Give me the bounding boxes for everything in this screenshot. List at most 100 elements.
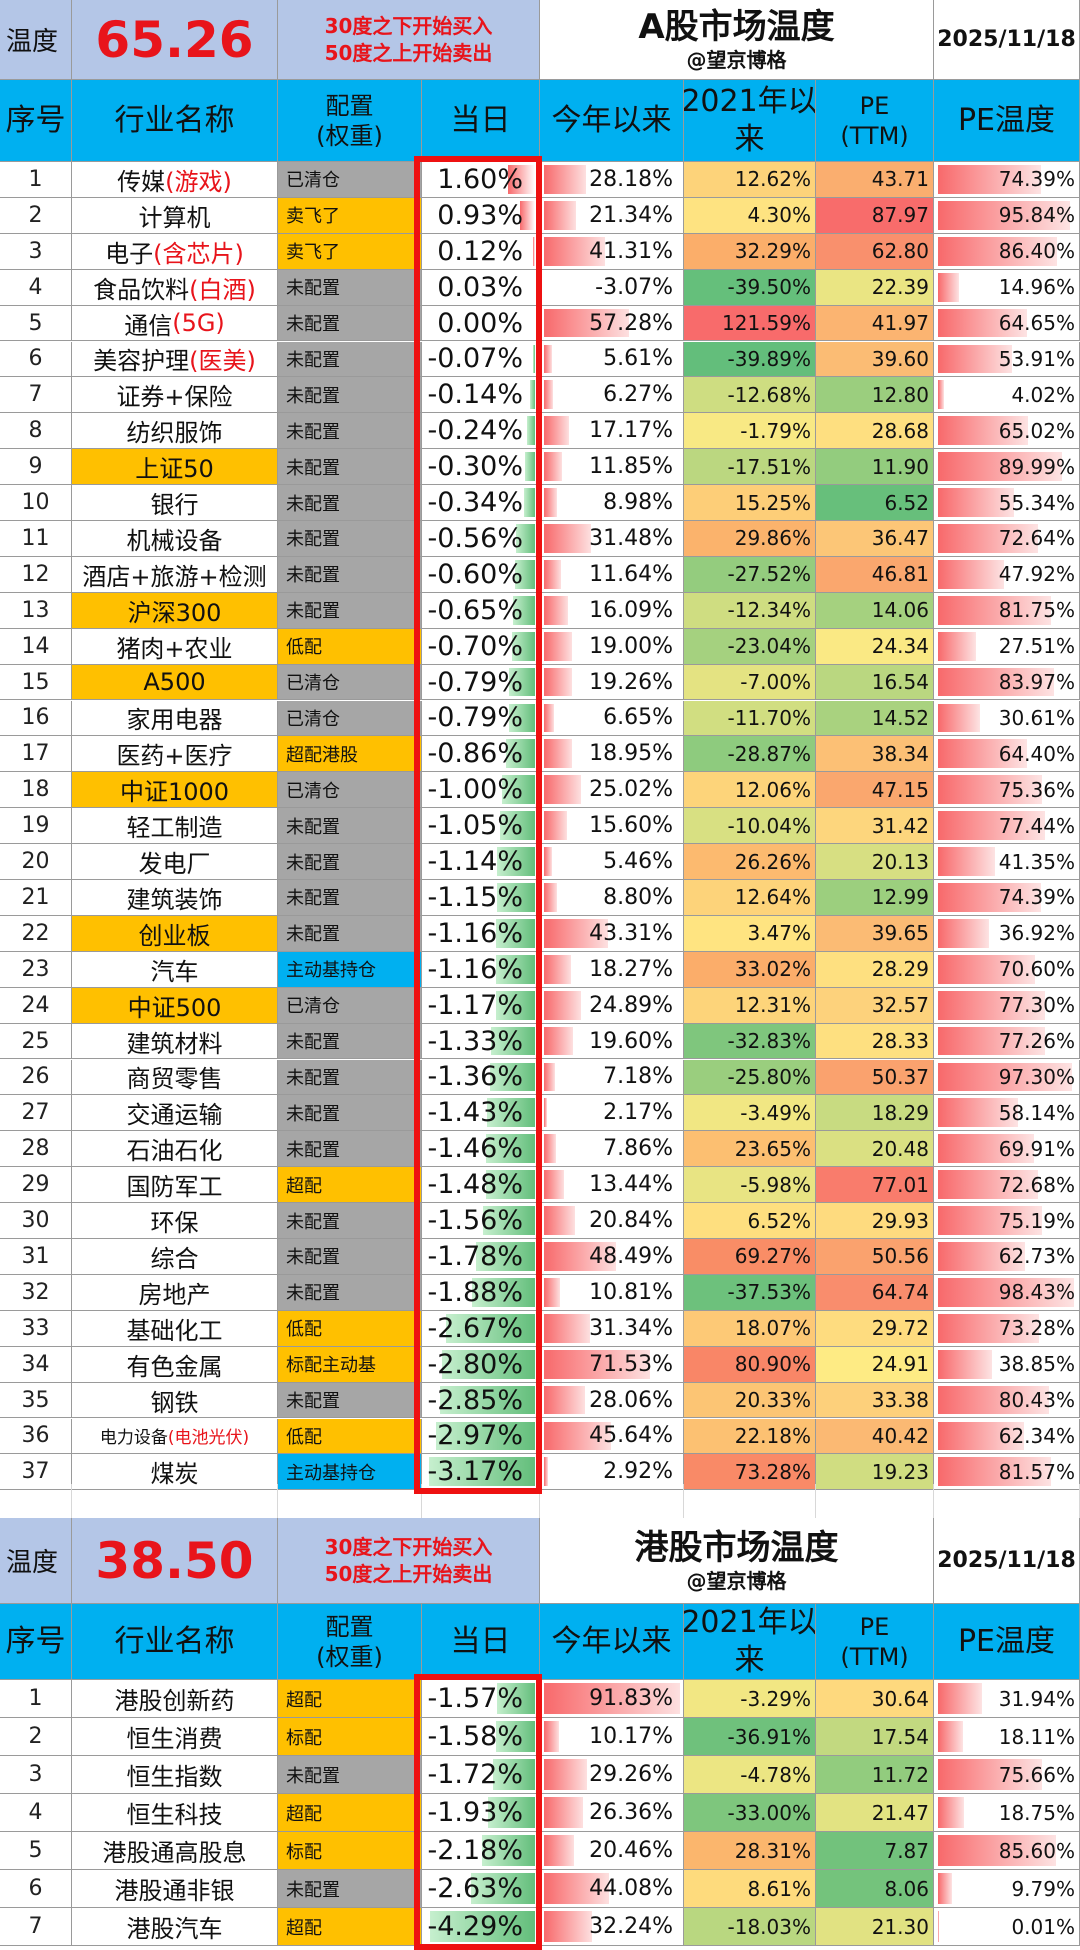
day-change-bar <box>496 990 535 1020</box>
title-text: A股市场温度 <box>638 7 835 48</box>
day-change-text: -0.30% <box>427 451 523 483</box>
industry-name-note: (5G) <box>172 309 225 338</box>
ytd-change: 17.17% <box>540 413 684 450</box>
row-index-text: 31 <box>21 1243 50 1269</box>
header-name: 行业名称 <box>72 1604 278 1680</box>
ytd-change: 24.89% <box>540 987 684 1024</box>
industry-name-text: 纺织服饰 <box>126 419 223 448</box>
day-change: -1.43% <box>422 1095 540 1132</box>
header-since2021: 2021年以来 <box>684 1604 816 1680</box>
pe-ttm-text: 87.97 <box>871 203 929 228</box>
day-change-text: -1.05% <box>427 810 523 842</box>
pe-temperature-text: 95.84% <box>998 203 1075 228</box>
pe-ttm-text: 21.47 <box>871 1800 929 1825</box>
allocation: 低配 <box>278 628 422 665</box>
day-change-text: -1.00% <box>427 774 523 806</box>
allocation: 卖飞了 <box>278 233 422 270</box>
ytd-change-text: 28.18% <box>589 166 673 192</box>
header-since2021-text: 2021年以 <box>684 84 816 119</box>
industry-name: 沪深300 <box>72 592 278 629</box>
row-index-text: 2 <box>28 202 43 228</box>
ytd-bar <box>544 416 570 446</box>
pe-temperature: 0.01% <box>934 1908 1080 1946</box>
since-2021-change: -17.51% <box>684 449 816 486</box>
pe-temperature: 74.39% <box>934 162 1080 198</box>
row-index: 26 <box>0 1059 72 1096</box>
pe-temperature-text: 75.36% <box>998 777 1075 802</box>
row-index: 6 <box>0 341 72 378</box>
ytd-change-text: 6.27% <box>603 382 673 408</box>
allocation: 已清仓 <box>278 664 422 701</box>
ytd-bar <box>544 165 586 194</box>
pe-temperature: 95.84% <box>934 197 1080 234</box>
industry-name-text: 中证500 <box>127 993 222 1022</box>
header-alloc: 配置 (权重) <box>278 80 422 162</box>
temperature-value-text: 38.50 <box>95 1531 254 1590</box>
pe-temperature-bar <box>938 1759 1043 1790</box>
temperature-label: 温度 <box>0 1518 72 1604</box>
row-index: 4 <box>0 1794 72 1832</box>
row-index: 17 <box>0 736 72 773</box>
pe-temperature: 80.43% <box>934 1382 1080 1419</box>
day-change: 0.93% <box>422 197 540 234</box>
day-change: -0.79% <box>422 700 540 737</box>
day-change-bar <box>481 1835 535 1866</box>
day-change-bar <box>475 1242 535 1271</box>
since-2021-text: -39.50% <box>727 275 811 300</box>
allocation: 未配置 <box>278 1095 422 1132</box>
allocation: 未配置 <box>278 1756 422 1794</box>
temperature-value: 38.50 <box>72 1518 278 1604</box>
allocation: 主动基持仓 <box>278 1454 422 1491</box>
day-change: -2.97% <box>422 1418 540 1455</box>
industry-name: 交通运输 <box>72 1095 278 1132</box>
pe-temperature-text: 86.40% <box>998 239 1075 264</box>
row-index-text: 3 <box>28 238 43 264</box>
pe-temperature-bar <box>938 1911 939 1942</box>
header-alloc-text: 配置 <box>325 91 374 120</box>
ytd-change: 31.48% <box>540 521 684 557</box>
pe-temperature-bar <box>938 847 996 876</box>
pe-ttm-text: 21.30 <box>871 1914 929 1939</box>
day-change: 1.60% <box>422 162 540 198</box>
allocation: 未配置 <box>278 556 422 593</box>
pe-ttm: 14.52 <box>816 700 934 737</box>
ytd-change-text: 19.00% <box>589 633 673 659</box>
row-index-text: 27 <box>21 1100 50 1126</box>
row-index-text: 8 <box>28 418 43 444</box>
pe-temperature-text: 0.01% <box>1011 1914 1075 1939</box>
pe-temperature-bar <box>938 1134 1035 1164</box>
allocation-text: 已清仓 <box>286 780 340 802</box>
since-2021-text: -27.52% <box>727 562 811 587</box>
pe-ttm-text: 32.57 <box>871 993 929 1018</box>
since-2021-text: -7.00% <box>740 670 811 695</box>
row-index: 7 <box>0 1908 72 1946</box>
table-row: 34 有色金属 标配主动基 -2.80% 71.53% 80.90% 24.91 38.85% <box>0 1346 1080 1383</box>
ytd-change-text: 5.61% <box>603 346 673 372</box>
column-header-row: 序号 行业名称 配置 (权重) 当日 今年以来 2021年以来 PE (TTM) PE温度 <box>0 1604 1080 1680</box>
day-change-text: -0.79% <box>427 702 523 734</box>
header-ytd-text: 今年以来 <box>551 1623 672 1659</box>
since-2021-change: -32.83% <box>684 1023 816 1060</box>
row-index-text: 3 <box>28 1762 43 1787</box>
pe-temperature-bar <box>938 1721 963 1752</box>
allocation-text: 未配置 <box>286 852 340 874</box>
since-2021-change: -10.04% <box>684 808 816 845</box>
day-change-text: -3.17% <box>427 1456 523 1488</box>
allocation: 已清仓 <box>278 700 422 737</box>
pe-ttm-text: 40.42 <box>871 1423 929 1448</box>
pe-ttm-text: 50.37 <box>871 1064 929 1089</box>
ytd-change: 25.02% <box>540 772 684 809</box>
pe-ttm-text: 36.47 <box>871 526 929 551</box>
pe-temperature-text: 27.51% <box>998 634 1075 659</box>
industry-name: 发电厂 <box>72 844 278 880</box>
pe-ttm: 21.30 <box>816 1908 934 1946</box>
ytd-change-text: 15.60% <box>589 813 673 839</box>
day-change: -2.67% <box>422 1310 540 1347</box>
pe-temperature-text: 64.40% <box>998 741 1075 766</box>
industry-name: 轻工制造 <box>72 808 278 845</box>
allocation: 未配置 <box>278 449 422 486</box>
industry-name: 酒店+旅游+检测 <box>72 556 278 593</box>
day-change-bar <box>483 1206 535 1235</box>
header-pe: PE (TTM) <box>816 1604 934 1680</box>
allocation-text: 卖飞了 <box>286 206 340 228</box>
